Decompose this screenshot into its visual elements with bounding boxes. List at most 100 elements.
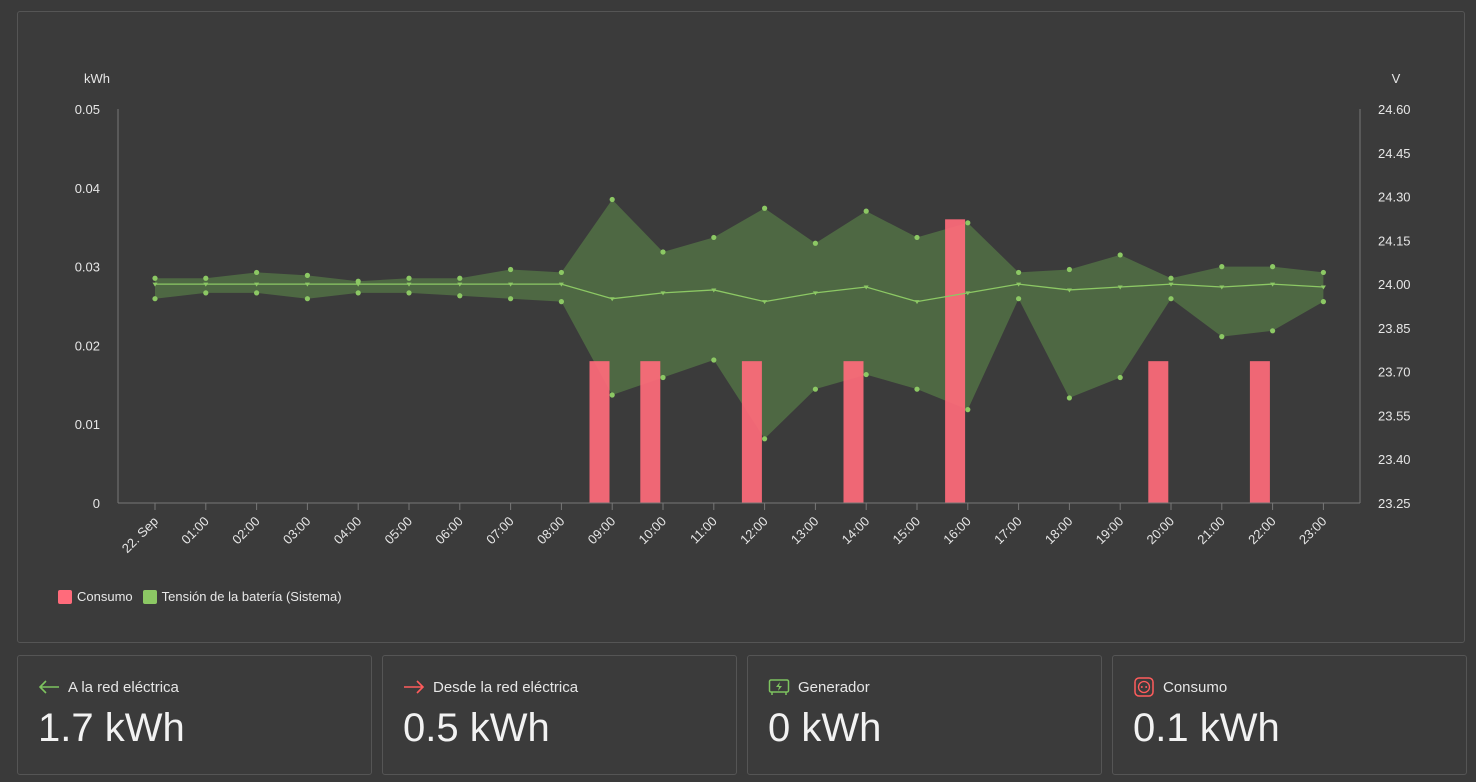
- consumption-bar[interactable]: [1249, 361, 1270, 503]
- voltage-min-point[interactable]: [558, 299, 565, 305]
- consumption-bar[interactable]: [843, 361, 864, 503]
- voltage-avg-point[interactable]: [1219, 285, 1225, 290]
- voltage-avg-point[interactable]: [660, 291, 666, 296]
- card-label: Desde la red eléctrica: [433, 678, 579, 696]
- x-tick-label: 09:00: [585, 514, 619, 548]
- voltage-min-point[interactable]: [355, 290, 361, 296]
- voltage-max-point[interactable]: [1320, 269, 1326, 276]
- voltage-max-point[interactable]: [1270, 264, 1276, 270]
- voltage-max-point[interactable]: [965, 220, 971, 226]
- voltage-max-point[interactable]: [254, 269, 260, 276]
- voltage-max-point[interactable]: [609, 196, 615, 203]
- voltage-max-point[interactable]: [812, 240, 819, 246]
- x-tick-label: 04:00: [331, 514, 365, 548]
- card-value: 0.1 kWh: [1133, 706, 1280, 750]
- voltage-avg-point[interactable]: [254, 282, 260, 287]
- voltage-avg-point[interactable]: [1270, 282, 1276, 287]
- card-label: Consumo: [1163, 678, 1228, 696]
- voltage-max-point[interactable]: [762, 205, 768, 211]
- voltage-min-point[interactable]: [711, 357, 717, 363]
- voltage-max-point[interactable]: [1066, 266, 1072, 273]
- voltage-max-point[interactable]: [457, 275, 463, 281]
- voltage-min-point[interactable]: [304, 296, 310, 302]
- voltage-max-point[interactable]: [355, 278, 361, 284]
- voltage-avg-point[interactable]: [304, 282, 310, 287]
- voltage-min-point[interactable]: [609, 392, 615, 398]
- voltage-min-point[interactable]: [1117, 374, 1123, 381]
- voltage-avg-point[interactable]: [1016, 282, 1022, 287]
- legend-item-tension[interactable]: Tensión de la batería (Sistema): [142, 589, 342, 604]
- voltage-avg-point[interactable]: [457, 282, 463, 287]
- voltage-min-point[interactable]: [1320, 299, 1326, 305]
- voltage-min-point[interactable]: [457, 293, 463, 299]
- left-tick-label: 0.04: [75, 181, 100, 196]
- voltage-avg-point[interactable]: [762, 300, 768, 305]
- voltage-avg-point[interactable]: [812, 291, 818, 296]
- voltage-min-point[interactable]: [762, 436, 768, 442]
- voltage-max-point[interactable]: [660, 249, 666, 255]
- voltage-avg-point[interactable]: [508, 282, 514, 287]
- voltage-avg-point[interactable]: [203, 282, 209, 287]
- voltage-avg-point[interactable]: [355, 282, 361, 287]
- voltage-min-point[interactable]: [406, 290, 412, 296]
- legend-item-consumo[interactable]: Consumo: [58, 589, 133, 604]
- voltage-avg-point[interactable]: [609, 297, 615, 302]
- voltage-avg-point[interactable]: [711, 288, 717, 293]
- voltage-min-point[interactable]: [1168, 296, 1174, 302]
- voltage-max-point[interactable]: [1016, 269, 1022, 276]
- x-tick-label: 18:00: [1042, 514, 1076, 548]
- consumption-bar[interactable]: [741, 361, 762, 503]
- consumption-bar[interactable]: [640, 361, 661, 503]
- left-tick-label: 0.02: [75, 338, 100, 353]
- x-tick-label: 15:00: [890, 514, 924, 548]
- generator-icon: [768, 678, 790, 696]
- voltage-max-point[interactable]: [203, 275, 209, 281]
- card-value: 0 kWh: [768, 706, 882, 750]
- voltage-avg-point[interactable]: [406, 282, 412, 287]
- voltage-avg-point[interactable]: [863, 285, 869, 290]
- voltage-min-point[interactable]: [914, 386, 920, 392]
- voltage-avg-point[interactable]: [1168, 282, 1174, 287]
- voltage-min-point[interactable]: [1270, 328, 1276, 334]
- voltage-max-point[interactable]: [914, 234, 920, 241]
- voltage-min-point[interactable]: [1219, 334, 1225, 340]
- voltage-min-point[interactable]: [254, 290, 260, 296]
- voltage-max-point[interactable]: [558, 269, 565, 276]
- voltage-avg-point[interactable]: [1066, 288, 1072, 293]
- voltage-max-point[interactable]: [711, 234, 717, 241]
- voltage-max-point[interactable]: [1219, 264, 1225, 270]
- energy-chart: kWh V 0 0.01 0.02 0.03 0.04 0.05 23.25 23.40 23.55…: [75, 71, 1411, 556]
- voltage-avg-point[interactable]: [152, 282, 158, 287]
- card-value: 0.5 kWh: [403, 706, 550, 750]
- right-tick-label: 23.25: [1378, 496, 1411, 511]
- voltage-avg-point[interactable]: [558, 282, 564, 287]
- voltage-max-point[interactable]: [1117, 252, 1123, 258]
- voltage-max-point[interactable]: [304, 272, 310, 278]
- voltage-min-point[interactable]: [812, 386, 819, 392]
- voltage-min-point[interactable]: [660, 374, 666, 381]
- right-tick-label: 24.15: [1378, 233, 1411, 248]
- right-tick-label: 24.30: [1378, 190, 1411, 205]
- chart-panel: kWh V 0 0.01 0.02 0.03 0.04 0.05 23.25 23.40 23.55…: [17, 11, 1465, 643]
- x-tick-label: 06:00: [432, 514, 466, 548]
- voltage-max-point[interactable]: [406, 275, 412, 281]
- voltage-avg-point[interactable]: [1320, 285, 1326, 290]
- voltage-min-point[interactable]: [508, 296, 514, 302]
- consumption-bar[interactable]: [1148, 361, 1169, 503]
- voltage-min-point[interactable]: [863, 371, 869, 378]
- x-tick-label: 22:00: [1245, 514, 1279, 548]
- voltage-max-point[interactable]: [152, 275, 158, 281]
- voltage-max-point[interactable]: [508, 266, 514, 273]
- voltage-min-point[interactable]: [152, 296, 158, 302]
- voltage-min-point[interactable]: [203, 290, 209, 296]
- consumption-bar[interactable]: [945, 219, 966, 503]
- voltage-avg-point[interactable]: [965, 291, 971, 296]
- voltage-max-point[interactable]: [863, 208, 869, 214]
- voltage-avg-point[interactable]: [914, 300, 920, 305]
- voltage-avg-point[interactable]: [1117, 285, 1123, 290]
- voltage-min-point[interactable]: [1066, 395, 1072, 401]
- consumption-bar[interactable]: [589, 361, 610, 503]
- voltage-max-point[interactable]: [1168, 275, 1174, 281]
- voltage-min-point[interactable]: [1016, 296, 1022, 302]
- voltage-min-point[interactable]: [965, 407, 971, 413]
